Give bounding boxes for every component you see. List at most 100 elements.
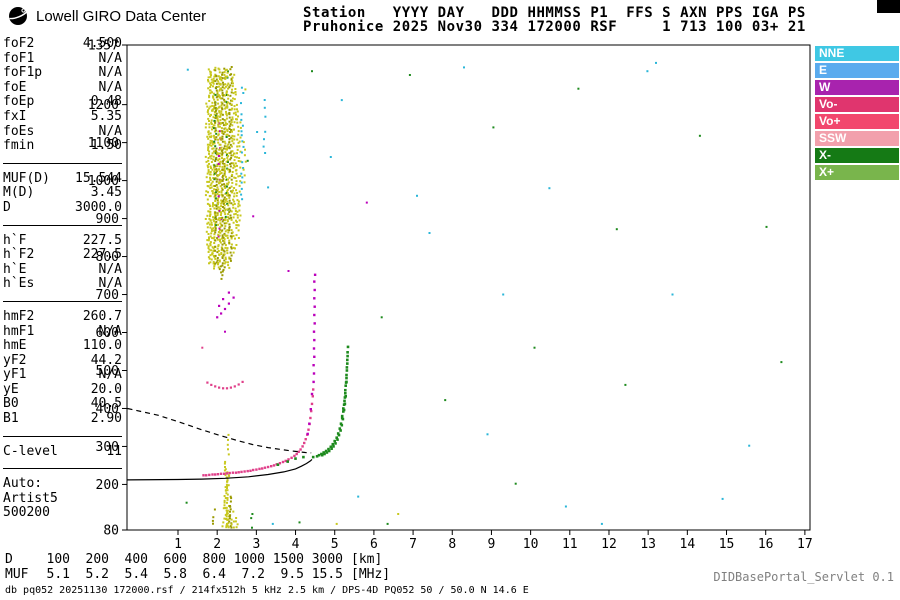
parameter-row: h`E N/A xyxy=(3,261,122,278)
x-tick-label: 15 xyxy=(719,537,735,552)
parameter-row: h`Es N/A xyxy=(3,277,122,292)
y-tick-label: 1357 xyxy=(88,39,119,54)
y-tick-label: 300 xyxy=(96,440,119,455)
station-header-line2: Pruhonice 2025 Nov30 334 172000 RSF 1 71… xyxy=(303,19,806,35)
muf-row-unit: [km] xyxy=(351,552,383,567)
parameter-label: h`E xyxy=(3,261,27,277)
parameter-value: 20.0 xyxy=(90,381,122,397)
plot-axes: 1357120011001000900800700600500400300200… xyxy=(88,39,813,553)
echo-legend: NNE E W Vo- Vo+ SSW X- X+ xyxy=(815,46,899,182)
parameter-row: yE 20.0 xyxy=(3,381,122,398)
f-trace-o-mode xyxy=(202,388,315,477)
parameter-label: Artist5 xyxy=(3,490,58,506)
x-tick-label: 6 xyxy=(370,537,378,552)
muf-row-value: 5.8 xyxy=(163,566,187,582)
y-tick-label: 1000 xyxy=(88,174,119,189)
parameter-label: Auto: xyxy=(3,476,43,492)
parameter-label: foEs xyxy=(3,123,35,139)
interference-stripes xyxy=(204,66,267,529)
parameter-row: foF2 4.500 xyxy=(3,36,122,52)
parameter-group: foF2 4.500 foF1 N/A foF1p N/A foE N/A foEp 0.48 fx… xyxy=(3,36,122,163)
muf-row-value: 200 xyxy=(85,552,109,567)
x-tick-label: 9 xyxy=(488,537,496,552)
muf-row-value: 3000 xyxy=(311,552,343,567)
parameter-value: 2.90 xyxy=(90,411,122,427)
parameter-row: B0 40.5 xyxy=(3,397,122,412)
legend-item-xplus: X+ xyxy=(815,165,899,180)
muf-row-value: 100 xyxy=(46,552,70,567)
true-height-profile xyxy=(127,458,313,481)
profile-upper-boundary xyxy=(127,407,312,454)
parameter-value: 15.544 xyxy=(75,170,122,186)
servlet-version-label: DIDBasePortal_Servlet 0.1 xyxy=(713,570,894,584)
noise-echoes xyxy=(185,61,783,525)
parameter-row: D 3000.0 xyxy=(3,199,122,216)
parameter-label: fmin xyxy=(3,138,35,154)
plot-frame xyxy=(126,44,811,531)
parameter-value: N/A xyxy=(98,261,122,277)
parameter-row: Auto: xyxy=(3,477,122,492)
x-tick-label: 2 xyxy=(213,537,221,552)
x-tick-label: 8 xyxy=(448,537,456,552)
parameter-label: foF1p xyxy=(3,65,43,81)
muf-row-value: 5.2 xyxy=(85,566,109,582)
parameter-value: N/A xyxy=(98,50,122,66)
f-trace-second-hop xyxy=(206,380,244,390)
parameter-row: hmF1 N/A xyxy=(3,323,122,340)
parameter-value: N/A xyxy=(98,123,122,139)
parameter-label: yF2 xyxy=(3,352,27,368)
parameter-group: C-level 11 xyxy=(3,435,122,469)
muf-row-value: 600 xyxy=(163,552,187,567)
muf-row-value: 5.4 xyxy=(124,566,148,582)
parameter-row: foF1p N/A xyxy=(3,66,122,81)
parameter-row: fxI 5.35 xyxy=(3,108,122,125)
x-tick-label: 16 xyxy=(758,537,774,552)
parameter-label: hmF2 xyxy=(3,308,35,324)
legend-item-xminus: X- xyxy=(815,148,899,163)
parameter-label: h`F2 xyxy=(3,247,35,263)
parameter-label: fxI xyxy=(3,108,27,124)
parameter-label: foF2 xyxy=(3,36,35,51)
legend-item-w: W xyxy=(815,80,899,95)
parameter-value: N/A xyxy=(98,65,122,81)
parameter-row: yF1 N/A xyxy=(3,368,122,383)
muf-row-value: 5.1 xyxy=(46,566,70,582)
parameter-row: foE N/A xyxy=(3,80,122,96)
parameter-label: B1 xyxy=(3,411,19,427)
x-tick-label: 13 xyxy=(640,537,656,552)
muf-row-label: D xyxy=(5,552,13,567)
parameter-value: 44.2 xyxy=(90,352,122,368)
muf-row-value: 15.5 xyxy=(311,566,343,582)
x-tick-label: 10 xyxy=(523,537,539,552)
giro-logo: Lowell GIRO Data Center xyxy=(6,4,206,28)
giro-logo-text: Lowell GIRO Data Center xyxy=(36,7,207,25)
parameter-label: M(D) xyxy=(3,185,35,201)
parameter-label: hmF1 xyxy=(3,323,35,339)
parameter-row: Artist5 xyxy=(3,490,122,507)
parameter-value: 5.35 xyxy=(90,108,122,124)
giro-logo-icon xyxy=(9,7,28,25)
muf-row-value: 9.5 xyxy=(280,566,304,582)
x-tick-label: 5 xyxy=(331,537,339,552)
muf-row-value: 800 xyxy=(202,552,226,567)
parameter-group: hmF2 260.7 hmF1 N/A hmE 110.0 yF2 44.2 yF1 N/A yE 2… xyxy=(3,300,122,436)
parameter-row: foEp 0.48 xyxy=(3,95,122,110)
parameter-value: 40.5 xyxy=(90,396,122,412)
parameter-value: 0.48 xyxy=(90,94,122,110)
muf-row-value: 6.4 xyxy=(202,566,226,582)
muf-row-value: 1500 xyxy=(272,552,304,567)
muf-row-value: 1000 xyxy=(233,552,265,567)
parameter-group: MUF(D) 15.544 M(D) 3.45 D 3000.0 xyxy=(3,162,122,225)
parameter-row: M(D) 3.45 xyxy=(3,186,122,201)
parameter-row: C-level 11 xyxy=(3,444,122,460)
y-tick-label: 80 xyxy=(103,524,119,539)
parameter-label: foEp xyxy=(3,94,35,110)
x-tick-label: 17 xyxy=(797,537,813,552)
parameter-value: 3000.0 xyxy=(75,199,122,215)
x-tick-label: 1 xyxy=(174,537,182,552)
parameter-label: foF1 xyxy=(3,50,35,66)
f-trace-second-hop-high xyxy=(216,291,235,319)
x-trace xyxy=(276,345,350,466)
